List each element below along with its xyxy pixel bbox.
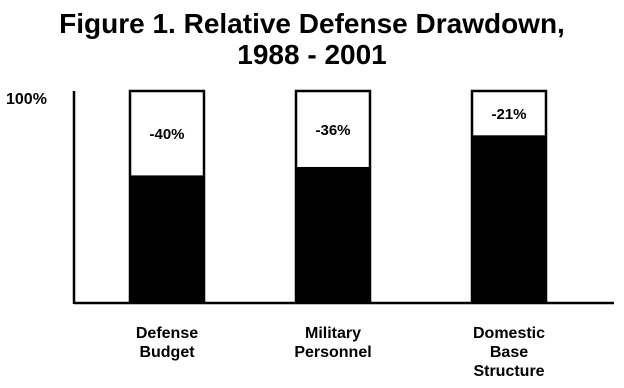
chart-title: Figure 1. Relative Defense Drawdown, 198…: [0, 8, 624, 70]
category-label: Base: [490, 344, 528, 361]
category-label: Military: [305, 325, 361, 342]
bar-remaining-segment: [296, 166, 370, 302]
category-label: Domestic: [473, 325, 545, 342]
bar-reduction-label: -36%: [315, 122, 350, 139]
bar-remaining-segment: [130, 175, 204, 302]
chart-title-line-1: Figure 1. Relative Defense Drawdown,: [59, 8, 565, 39]
bars-group: -40% Defense Budget -36% Military Personnel -2…: [128, 89, 548, 380]
category-label: Budget: [139, 344, 195, 361]
y-tick-label: 100%: [6, 91, 47, 108]
category-label: Structure: [473, 363, 544, 380]
bar-remaining-segment: [472, 135, 546, 302]
category-label: Defense: [136, 325, 198, 342]
chart-title-line-2: 1988 - 2001: [237, 39, 387, 70]
bar-reduction-label: -40%: [149, 126, 184, 143]
bar-reduction-label: -21%: [491, 106, 526, 123]
y-axis: 100%: [6, 91, 76, 304]
category-label: Personnel: [294, 344, 371, 361]
